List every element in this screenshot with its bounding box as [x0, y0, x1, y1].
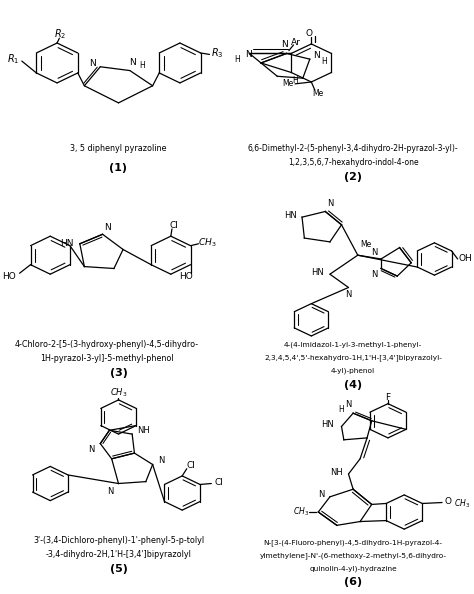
Text: (5): (5): [109, 564, 128, 574]
Text: 1,2,3,5,6,7-hexahydro-indol-4-one: 1,2,3,5,6,7-hexahydro-indol-4-one: [288, 158, 419, 168]
Text: (2): (2): [344, 172, 362, 182]
Text: Ar: Ar: [291, 37, 301, 46]
Text: 6,6-Dimethyl-2-(5-phenyl-3,4-dihydro-2H-pyrazol-3-yl)-: 6,6-Dimethyl-2-(5-phenyl-3,4-dihydro-2H-…: [248, 144, 458, 153]
Text: $R_2$: $R_2$: [55, 27, 67, 42]
Text: $CH_3$: $CH_3$: [293, 505, 309, 519]
Text: 3'-(3,4-Dichloro-phenyl)-1'-phenyl-5-p-tolyl: 3'-(3,4-Dichloro-phenyl)-1'-phenyl-5-p-t…: [33, 536, 204, 545]
Text: (3): (3): [109, 368, 128, 378]
Text: $R_3$: $R_3$: [211, 46, 224, 61]
Text: $CH_3$: $CH_3$: [110, 387, 127, 400]
Text: HO: HO: [179, 271, 193, 280]
Text: N: N: [129, 58, 136, 67]
Text: $CH_3$: $CH_3$: [454, 497, 470, 510]
Text: quinolin-4-yl)-hydrazine: quinolin-4-yl)-hydrazine: [310, 566, 397, 572]
Text: 4-yl)-phenol: 4-yl)-phenol: [331, 368, 375, 374]
Text: N: N: [107, 486, 114, 495]
Text: $CH_3$: $CH_3$: [198, 236, 217, 249]
Text: NH: NH: [137, 426, 150, 435]
Text: H: H: [321, 56, 327, 65]
Text: $R_1$: $R_1$: [7, 52, 19, 66]
Text: O: O: [445, 497, 451, 506]
Text: N: N: [245, 50, 252, 59]
Text: H: H: [139, 61, 145, 70]
Text: OH: OH: [459, 254, 473, 264]
Text: O: O: [306, 29, 312, 38]
Text: N: N: [371, 270, 377, 279]
Text: -3,4-dihydro-2H,1'H-[3,4']bipyrazolyl: -3,4-dihydro-2H,1'H-[3,4']bipyrazolyl: [46, 550, 191, 560]
Text: ylmethylene]-N'-(6-methoxy-2-methyl-5,6-dihydro-: ylmethylene]-N'-(6-methoxy-2-methyl-5,6-…: [260, 552, 447, 559]
Text: N: N: [104, 223, 110, 232]
Text: N: N: [319, 491, 325, 500]
Text: N: N: [371, 248, 377, 257]
Text: Me: Me: [283, 80, 294, 89]
Text: Cl: Cl: [170, 221, 179, 230]
Text: HN: HN: [284, 211, 297, 220]
Text: (1): (1): [109, 163, 128, 172]
Text: 2,3,4,5,4',5'-hexahydro-1H,1'H-[3,4']bipyrazolyl-: 2,3,4,5,4',5'-hexahydro-1H,1'H-[3,4']bip…: [264, 355, 442, 361]
Text: HN: HN: [321, 420, 334, 429]
Text: N: N: [313, 51, 320, 60]
Text: H: H: [234, 55, 239, 64]
Text: 3, 5 diphenyl pyrazoline: 3, 5 diphenyl pyrazoline: [70, 144, 167, 153]
Text: Cl: Cl: [215, 478, 224, 487]
Text: Cl: Cl: [187, 461, 196, 470]
Text: NH: NH: [330, 467, 343, 476]
Text: H: H: [292, 75, 298, 84]
Text: N-[3-(4-Fluoro-phenyl)-4,5-dihydro-1H-pyrazol-4-: N-[3-(4-Fluoro-phenyl)-4,5-dihydro-1H-py…: [264, 539, 443, 546]
Text: N: N: [158, 456, 165, 465]
Text: (4): (4): [344, 380, 362, 390]
Text: N: N: [281, 40, 288, 49]
Text: (6): (6): [344, 577, 362, 587]
Text: 4-Chloro-2-[5-(3-hydroxy-phenyl)-4,5-dihydro-: 4-Chloro-2-[5-(3-hydroxy-phenyl)-4,5-dih…: [15, 340, 199, 349]
Text: N: N: [89, 59, 96, 68]
Text: 1H-pyrazol-3-yl]-5-methyl-phenol: 1H-pyrazol-3-yl]-5-methyl-phenol: [40, 354, 174, 364]
Text: HO: HO: [2, 271, 16, 280]
Text: Me: Me: [360, 240, 372, 249]
Text: N: N: [88, 445, 94, 454]
Text: 4-(4-Imidazol-1-yl-3-methyl-1-phenyl-: 4-(4-Imidazol-1-yl-3-methyl-1-phenyl-: [284, 342, 422, 347]
Text: N: N: [327, 200, 333, 208]
Text: H: H: [338, 405, 345, 414]
Text: Me: Me: [313, 89, 324, 98]
Text: F: F: [385, 393, 391, 403]
Text: N: N: [345, 400, 352, 409]
Text: N: N: [345, 290, 352, 299]
Text: HN: HN: [61, 239, 74, 248]
Text: HN: HN: [311, 268, 323, 277]
